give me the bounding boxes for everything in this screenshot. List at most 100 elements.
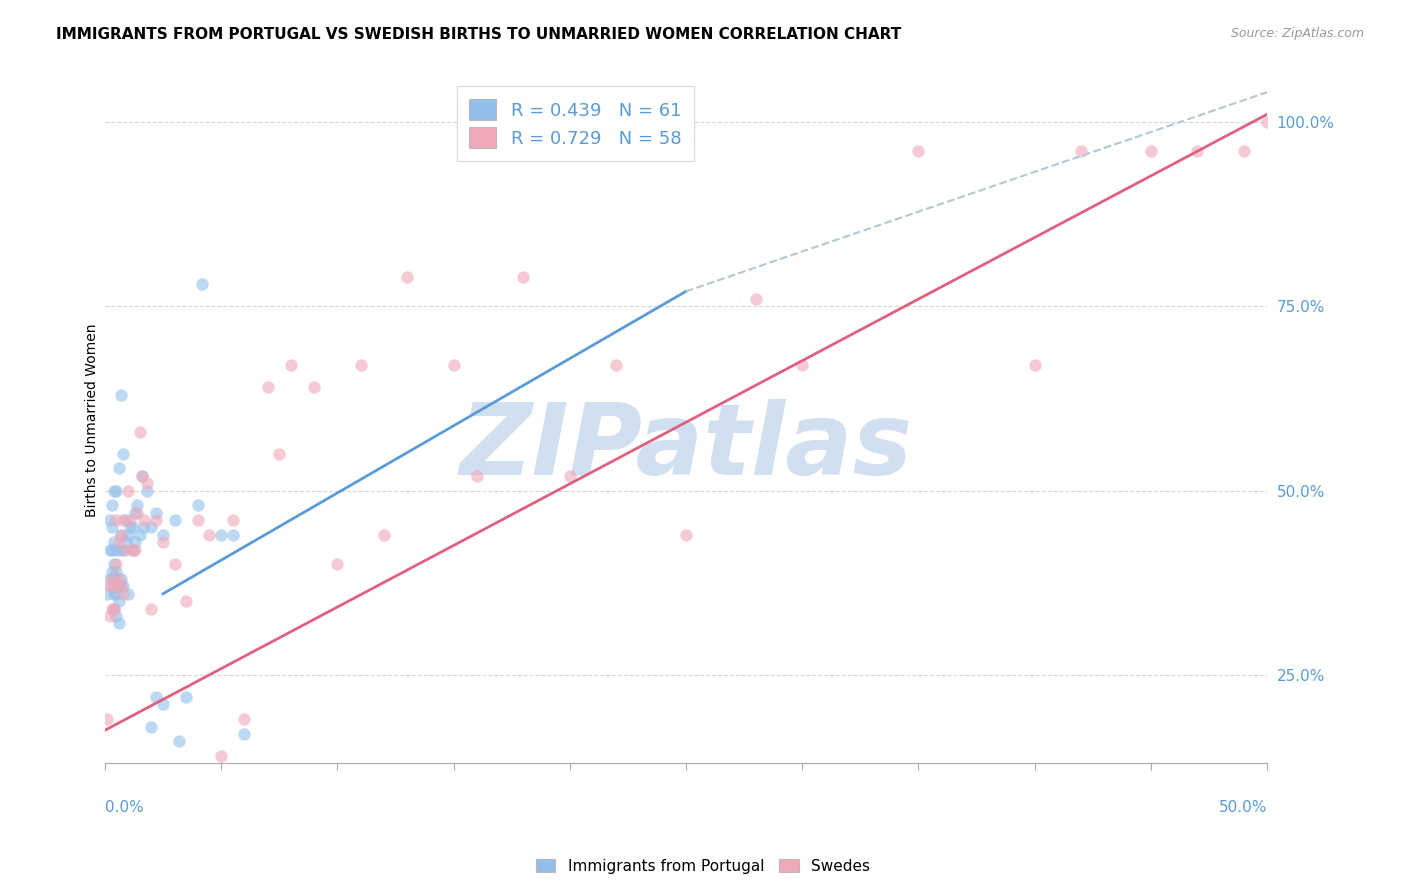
Point bbox=[117, 587, 139, 601]
Point bbox=[110, 387, 132, 401]
Point bbox=[117, 483, 139, 498]
Point bbox=[454, 145, 477, 159]
Point bbox=[101, 601, 124, 615]
Point bbox=[373, 528, 395, 542]
Point bbox=[134, 520, 156, 534]
Point bbox=[465, 468, 488, 483]
Point bbox=[110, 528, 132, 542]
Point bbox=[110, 542, 132, 557]
Point bbox=[103, 483, 125, 498]
Point bbox=[103, 601, 125, 615]
Point bbox=[121, 542, 143, 557]
Y-axis label: Births to Unmarried Women: Births to Unmarried Women bbox=[86, 324, 100, 517]
Point bbox=[105, 542, 128, 557]
Point bbox=[141, 520, 163, 534]
Point bbox=[112, 513, 135, 527]
Point bbox=[174, 690, 197, 704]
Point bbox=[1070, 145, 1092, 159]
Point bbox=[107, 579, 129, 593]
Point bbox=[1140, 145, 1163, 159]
Point bbox=[187, 513, 209, 527]
Legend: Immigrants from Portugal, Swedes: Immigrants from Portugal, Swedes bbox=[530, 853, 876, 880]
Point bbox=[1233, 145, 1256, 159]
Point bbox=[103, 572, 125, 586]
Legend: R = 0.439   N = 61, R = 0.729   N = 58: R = 0.439 N = 61, R = 0.729 N = 58 bbox=[457, 87, 695, 161]
Point bbox=[454, 145, 477, 159]
Point bbox=[233, 712, 256, 726]
Point bbox=[128, 425, 150, 439]
Point bbox=[112, 447, 135, 461]
Point bbox=[105, 483, 128, 498]
Point bbox=[605, 358, 627, 372]
Point bbox=[198, 528, 221, 542]
Text: 50.0%: 50.0% bbox=[1219, 799, 1267, 814]
Point bbox=[280, 358, 302, 372]
Point bbox=[222, 528, 245, 542]
Point bbox=[233, 727, 256, 741]
Point bbox=[1024, 358, 1046, 372]
Point bbox=[103, 535, 125, 549]
Point bbox=[101, 572, 124, 586]
Point bbox=[105, 565, 128, 579]
Point bbox=[675, 528, 697, 542]
Point bbox=[131, 468, 153, 483]
Point bbox=[222, 513, 245, 527]
Point bbox=[101, 565, 124, 579]
Point bbox=[145, 690, 167, 704]
Point bbox=[349, 358, 371, 372]
Point bbox=[174, 594, 197, 608]
Text: IMMIGRANTS FROM PORTUGAL VS SWEDISH BIRTHS TO UNMARRIED WOMEN CORRELATION CHART: IMMIGRANTS FROM PORTUGAL VS SWEDISH BIRT… bbox=[56, 27, 901, 42]
Point bbox=[121, 542, 143, 557]
Point bbox=[98, 609, 121, 624]
Text: Source: ZipAtlas.com: Source: ZipAtlas.com bbox=[1230, 27, 1364, 40]
Point bbox=[103, 579, 125, 593]
Point bbox=[107, 616, 129, 631]
Point bbox=[128, 528, 150, 542]
Point bbox=[145, 513, 167, 527]
Point bbox=[131, 468, 153, 483]
Point bbox=[105, 513, 128, 527]
Point bbox=[105, 558, 128, 572]
Point bbox=[141, 720, 163, 734]
Point bbox=[152, 528, 174, 542]
Point bbox=[152, 535, 174, 549]
Point bbox=[98, 513, 121, 527]
Point bbox=[103, 587, 125, 601]
Point bbox=[141, 601, 163, 615]
Point bbox=[124, 535, 146, 549]
Point bbox=[103, 601, 125, 615]
Point bbox=[145, 506, 167, 520]
Text: 0.0%: 0.0% bbox=[105, 799, 143, 814]
Point bbox=[209, 528, 232, 542]
Point bbox=[907, 145, 929, 159]
Point bbox=[135, 483, 157, 498]
Point bbox=[209, 749, 232, 764]
Point bbox=[134, 513, 156, 527]
Point bbox=[107, 572, 129, 586]
Point bbox=[163, 513, 186, 527]
Point bbox=[191, 277, 214, 291]
Text: ZIPatlas: ZIPatlas bbox=[460, 400, 912, 497]
Point bbox=[326, 558, 349, 572]
Point bbox=[107, 594, 129, 608]
Point bbox=[792, 358, 814, 372]
Point bbox=[98, 572, 121, 586]
Point bbox=[98, 542, 121, 557]
Point bbox=[110, 572, 132, 586]
Point bbox=[1256, 114, 1278, 128]
Point bbox=[124, 506, 146, 520]
Point bbox=[152, 698, 174, 712]
Point bbox=[120, 520, 142, 534]
Point bbox=[256, 380, 278, 394]
Point bbox=[167, 734, 190, 748]
Point bbox=[98, 579, 121, 593]
Point bbox=[127, 506, 149, 520]
Point bbox=[124, 542, 146, 557]
Point bbox=[107, 461, 129, 475]
Point bbox=[110, 528, 132, 542]
Point bbox=[302, 380, 325, 394]
Point bbox=[101, 498, 124, 512]
Point bbox=[269, 447, 291, 461]
Point bbox=[744, 292, 766, 306]
Point bbox=[127, 498, 149, 512]
